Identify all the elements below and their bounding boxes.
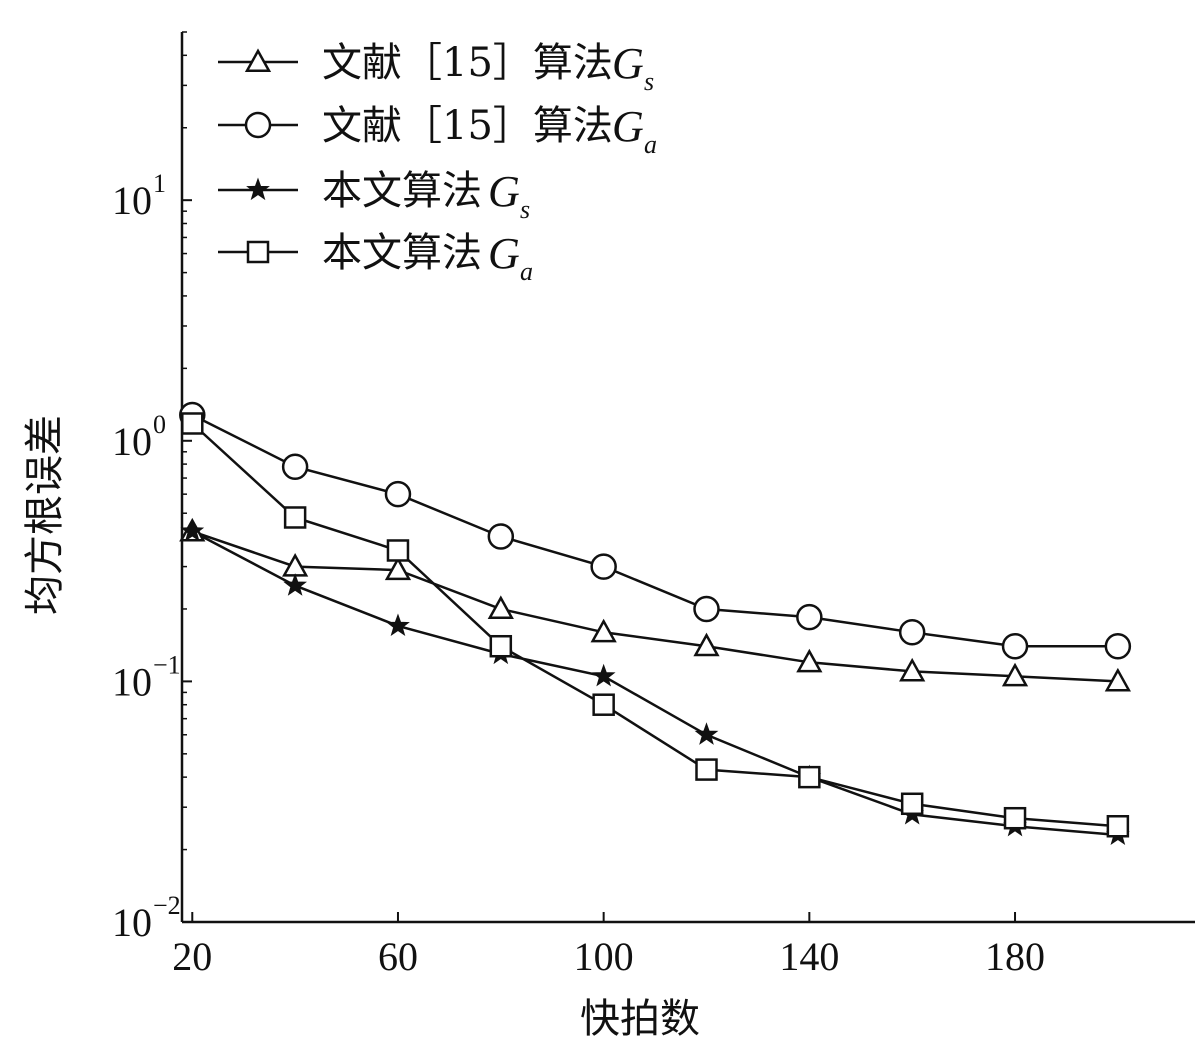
series-line-4 [191, 422, 1118, 828]
marker-triangle [590, 618, 617, 643]
marker-square [246, 240, 270, 264]
legend-subscript: a [644, 130, 657, 159]
marker-square [798, 765, 821, 789]
legend-label: 本文算法 [322, 230, 482, 276]
legend-label: 文献［15］算法 [322, 40, 613, 86]
legend-variable: G [612, 102, 644, 151]
x-tick-label: 60 [378, 934, 418, 979]
marker-square [900, 792, 924, 816]
marker-triangle [693, 632, 720, 657]
marker-square [283, 506, 307, 529]
y-tick-exponent: −1 [153, 650, 181, 679]
marker-star [386, 613, 410, 637]
y-tick-base: 10 [112, 178, 152, 223]
legend-variable: G [612, 39, 644, 88]
marker-triangle [384, 556, 412, 581]
x-tick-label: 140 [779, 934, 839, 979]
marker-square [489, 634, 513, 658]
marker-square [386, 539, 410, 562]
y-axis-label: 均方根误差 [22, 415, 68, 615]
y-tick-label: 10 −1 [112, 650, 181, 704]
marker-circle [384, 480, 412, 508]
legend-label: 文献［15］算法 [322, 103, 613, 149]
marker-square [695, 758, 718, 781]
marker-triangle [487, 595, 514, 620]
marker-star [694, 722, 719, 745]
marker-triangle [1001, 662, 1029, 687]
marker-circle [590, 553, 617, 580]
marker-circle [1104, 632, 1132, 660]
marker-square [592, 693, 615, 716]
legend-subscript: s [520, 195, 530, 224]
series-lines [191, 413, 1119, 837]
marker-triangle [244, 48, 272, 73]
y-tick-exponent: 1 [153, 169, 166, 198]
marker-star [591, 663, 616, 687]
y-tick-base: 10 [112, 900, 152, 945]
y-tick-exponent: 0 [153, 410, 166, 439]
marker-square [181, 412, 204, 435]
y-tick-base: 10 [112, 419, 152, 464]
x-tick-label: 180 [985, 934, 1045, 979]
marker-triangle [282, 553, 309, 577]
y-tick-exponent: −2 [153, 891, 181, 920]
marker-triangle [796, 648, 823, 673]
legend-subscript: a [520, 257, 533, 286]
y-tick-label: 10 −2 [112, 891, 181, 945]
series-line-3 [191, 530, 1119, 837]
series-markers [179, 401, 1132, 846]
marker-square [1106, 815, 1130, 838]
marker-circle [898, 619, 926, 646]
legend-variable: G [488, 229, 520, 278]
marker-triangle [1104, 667, 1131, 692]
marker-circle [244, 111, 272, 139]
marker-star [246, 177, 270, 201]
marker-circle [796, 603, 823, 631]
x-axis-label: 快拍数 [580, 996, 700, 1042]
y-tick-label: 10 0 [112, 410, 166, 464]
marker-circle [281, 453, 309, 480]
series-line-2 [191, 413, 1118, 648]
x-tick-label: 20 [172, 934, 212, 979]
legend-subscript: s [644, 67, 654, 96]
y-tick-base: 10 [112, 659, 152, 704]
legend-variable: G [488, 167, 520, 216]
marker-square [1003, 806, 1027, 830]
series-line-1 [191, 530, 1118, 683]
marker-triangle [899, 657, 926, 682]
marker-circle [693, 595, 720, 623]
marker-circle [1001, 632, 1029, 660]
legend-label: 本文算法 [322, 168, 482, 214]
x-tick-label: 100 [574, 934, 634, 979]
marker-star [283, 573, 307, 596]
marker-circle [487, 523, 515, 550]
y-tick-label: 10 1 [112, 169, 166, 223]
marker-star [180, 518, 205, 542]
